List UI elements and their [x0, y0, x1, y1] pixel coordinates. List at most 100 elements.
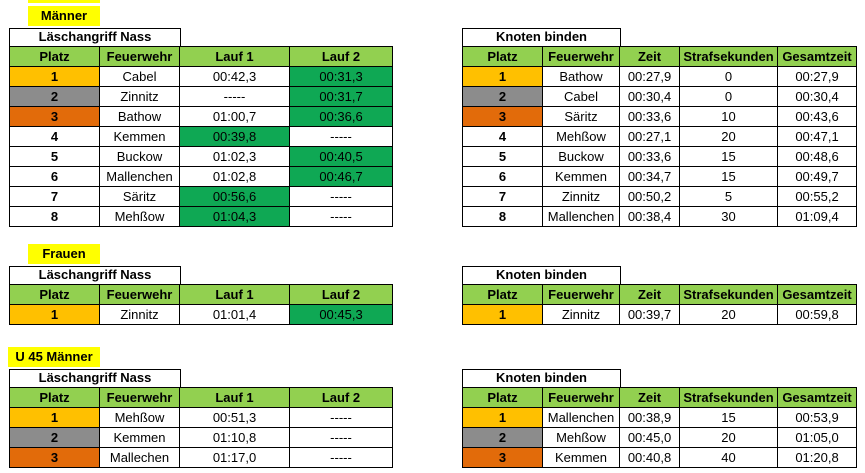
- cell-value: 00:30,4: [619, 86, 680, 107]
- cell-value: -----: [289, 206, 393, 227]
- tables-row: Läschangriff Nass Platz Feuerwehr Lauf 1 Lau…: [9, 369, 865, 468]
- cell-platz: 8: [462, 206, 543, 227]
- cell-feuerwehr: Bathow: [542, 66, 620, 87]
- knoten-binden-table: Knoten binden Platz Feuerwehr Zeit Strafseku…: [462, 369, 857, 468]
- table-row: 7 Zinnitz 00:50,2 5 00:55,2: [462, 186, 857, 207]
- cell-value: 15: [679, 407, 778, 428]
- header-row: Platz Feuerwehr Lauf 1 Lauf 2: [9, 46, 393, 67]
- cell-feuerwehr: Zinnitz: [99, 86, 180, 107]
- table-row: 1 Mehßow 00:51,3 -----: [9, 407, 393, 428]
- column-header: Feuerwehr: [99, 46, 180, 67]
- cell-value: 00:46,7: [289, 166, 393, 187]
- data-table: Platz Feuerwehr Lauf 1 Lauf 2 1 Zinnitz 01:01,…: [9, 284, 393, 325]
- column-header: Gesamtzeit: [777, 46, 857, 67]
- cell-value: -----: [289, 126, 393, 147]
- table-row: 6 Mallenchen 01:02,8 00:46,7: [9, 166, 393, 187]
- knoten-binden-table: Knoten binden Platz Feuerwehr Zeit Strafseku…: [462, 28, 857, 227]
- cell-value: 00:50,2: [619, 186, 680, 207]
- column-header: Feuerwehr: [99, 284, 180, 305]
- tables-row: Läschangriff Nass Platz Feuerwehr Lauf 1 Lau…: [9, 266, 865, 325]
- table-row: 6 Kemmen 00:34,7 15 00:49,7: [462, 166, 857, 187]
- cell-feuerwehr: Kemmen: [99, 126, 180, 147]
- data-table: Platz Feuerwehr Zeit Strafsekunden Gesamtzei…: [462, 387, 857, 468]
- cell-value: 40: [679, 447, 778, 468]
- cell-platz: 3: [9, 106, 100, 127]
- cell-feuerwehr: Zinnitz: [542, 186, 620, 207]
- cell-value: 00:31,3: [289, 66, 393, 87]
- cropped-yellow-cell: [28, 0, 100, 3]
- table-subtitle: Knoten binden: [462, 266, 621, 284]
- laeschangriff-nass-table: Läschangriff Nass Platz Feuerwehr Lauf 1 Lau…: [9, 28, 393, 227]
- cell-platz: 2: [462, 427, 543, 448]
- cell-platz: 6: [462, 166, 543, 187]
- cell-platz: 7: [462, 186, 543, 207]
- section-title: Männer: [28, 6, 100, 26]
- cell-platz: 2: [9, 86, 100, 107]
- cell-value: 00:42,3: [179, 66, 290, 87]
- cell-value: 01:00,7: [179, 106, 290, 127]
- cell-value: 01:01,4: [179, 304, 290, 325]
- cell-feuerwehr: Mehßow: [542, 427, 620, 448]
- cell-value: 00:27,1: [619, 126, 680, 147]
- cell-value: 01:10,8: [179, 427, 290, 448]
- column-header: Feuerwehr: [99, 387, 180, 408]
- cell-feuerwehr: Mehßow: [99, 407, 180, 428]
- table-subtitle: Läschangriff Nass: [9, 28, 181, 46]
- cell-platz: 4: [9, 126, 100, 147]
- column-header: Gesamtzeit: [777, 387, 857, 408]
- cell-feuerwehr: Buckow: [542, 146, 620, 167]
- cell-value: -----: [289, 447, 393, 468]
- cell-value: 30: [679, 206, 778, 227]
- cell-value: 01:20,8: [777, 447, 857, 468]
- data-table: Platz Feuerwehr Lauf 1 Lauf 2 1 Cabel 00:42,3 0…: [9, 46, 393, 227]
- cell-value: 00:38,4: [619, 206, 680, 227]
- cell-platz: 1: [462, 304, 543, 325]
- column-header: Platz: [9, 387, 100, 408]
- data-table: Platz Feuerwehr Zeit Strafsekunden Gesamtzei…: [462, 284, 857, 325]
- laeschangriff-nass-table: Läschangriff Nass Platz Feuerwehr Lauf 1 Lau…: [9, 266, 393, 325]
- cell-value: 01:09,4: [777, 206, 857, 227]
- cell-platz: 3: [462, 447, 543, 468]
- column-header: Lauf 1: [179, 284, 290, 305]
- table-row: 2 Zinnitz ----- 00:31,7: [9, 86, 393, 107]
- cell-value: 01:05,0: [777, 427, 857, 448]
- cell-value: 00:27,9: [619, 66, 680, 87]
- cell-value: 20: [679, 427, 778, 448]
- cell-feuerwehr: Cabel: [99, 66, 180, 87]
- section-2: U 45 Männer Läschangriff Nass Platz Feuerwe…: [0, 347, 865, 468]
- cell-platz: 1: [9, 66, 100, 87]
- cell-feuerwehr: Mehßow: [99, 206, 180, 227]
- cell-feuerwehr: Cabel: [542, 86, 620, 107]
- cell-platz: 1: [9, 407, 100, 428]
- column-header: Feuerwehr: [542, 284, 620, 305]
- table-row: 2 Kemmen 01:10,8 -----: [9, 427, 393, 448]
- cell-value: 00:55,2: [777, 186, 857, 207]
- cell-feuerwehr: Mallenchen: [542, 206, 620, 227]
- header-row: Platz Feuerwehr Zeit Strafsekunden Gesamtzei…: [462, 284, 857, 305]
- cell-value: -----: [289, 427, 393, 448]
- cell-value: 00:31,7: [289, 86, 393, 107]
- header-row: Platz Feuerwehr Lauf 1 Lauf 2: [9, 387, 393, 408]
- cell-value: 01:02,3: [179, 146, 290, 167]
- column-header: Lauf 2: [289, 387, 393, 408]
- table-row: 3 Säritz 00:33,6 10 00:43,6: [462, 106, 857, 127]
- table-row: 4 Kemmen 00:39,8 -----: [9, 126, 393, 147]
- header-row: Platz Feuerwehr Zeit Strafsekunden Gesamtzei…: [462, 46, 857, 67]
- column-header: Feuerwehr: [542, 387, 620, 408]
- cell-value: 00:39,8: [179, 126, 290, 147]
- column-header: Strafsekunden: [679, 284, 778, 305]
- cell-platz: 6: [9, 166, 100, 187]
- column-header: Lauf 2: [289, 284, 393, 305]
- table-row: 1 Cabel 00:42,3 00:31,3: [9, 66, 393, 87]
- table-subtitle: Knoten binden: [462, 28, 621, 46]
- cell-value: 00:30,4: [777, 86, 857, 107]
- tables-row: Läschangriff Nass Platz Feuerwehr Lauf 1 Lau…: [9, 28, 865, 227]
- cell-value: 00:45,0: [619, 427, 680, 448]
- table-row: 5 Buckow 01:02,3 00:40,5: [9, 146, 393, 167]
- table-row: 4 Mehßow 00:27,1 20 00:47,1: [462, 126, 857, 147]
- cell-value: 00:43,6: [777, 106, 857, 127]
- column-header: Zeit: [619, 387, 680, 408]
- cell-platz: 1: [462, 407, 543, 428]
- cell-feuerwehr: Mallenchen: [542, 407, 620, 428]
- cell-value: 01:04,3: [179, 206, 290, 227]
